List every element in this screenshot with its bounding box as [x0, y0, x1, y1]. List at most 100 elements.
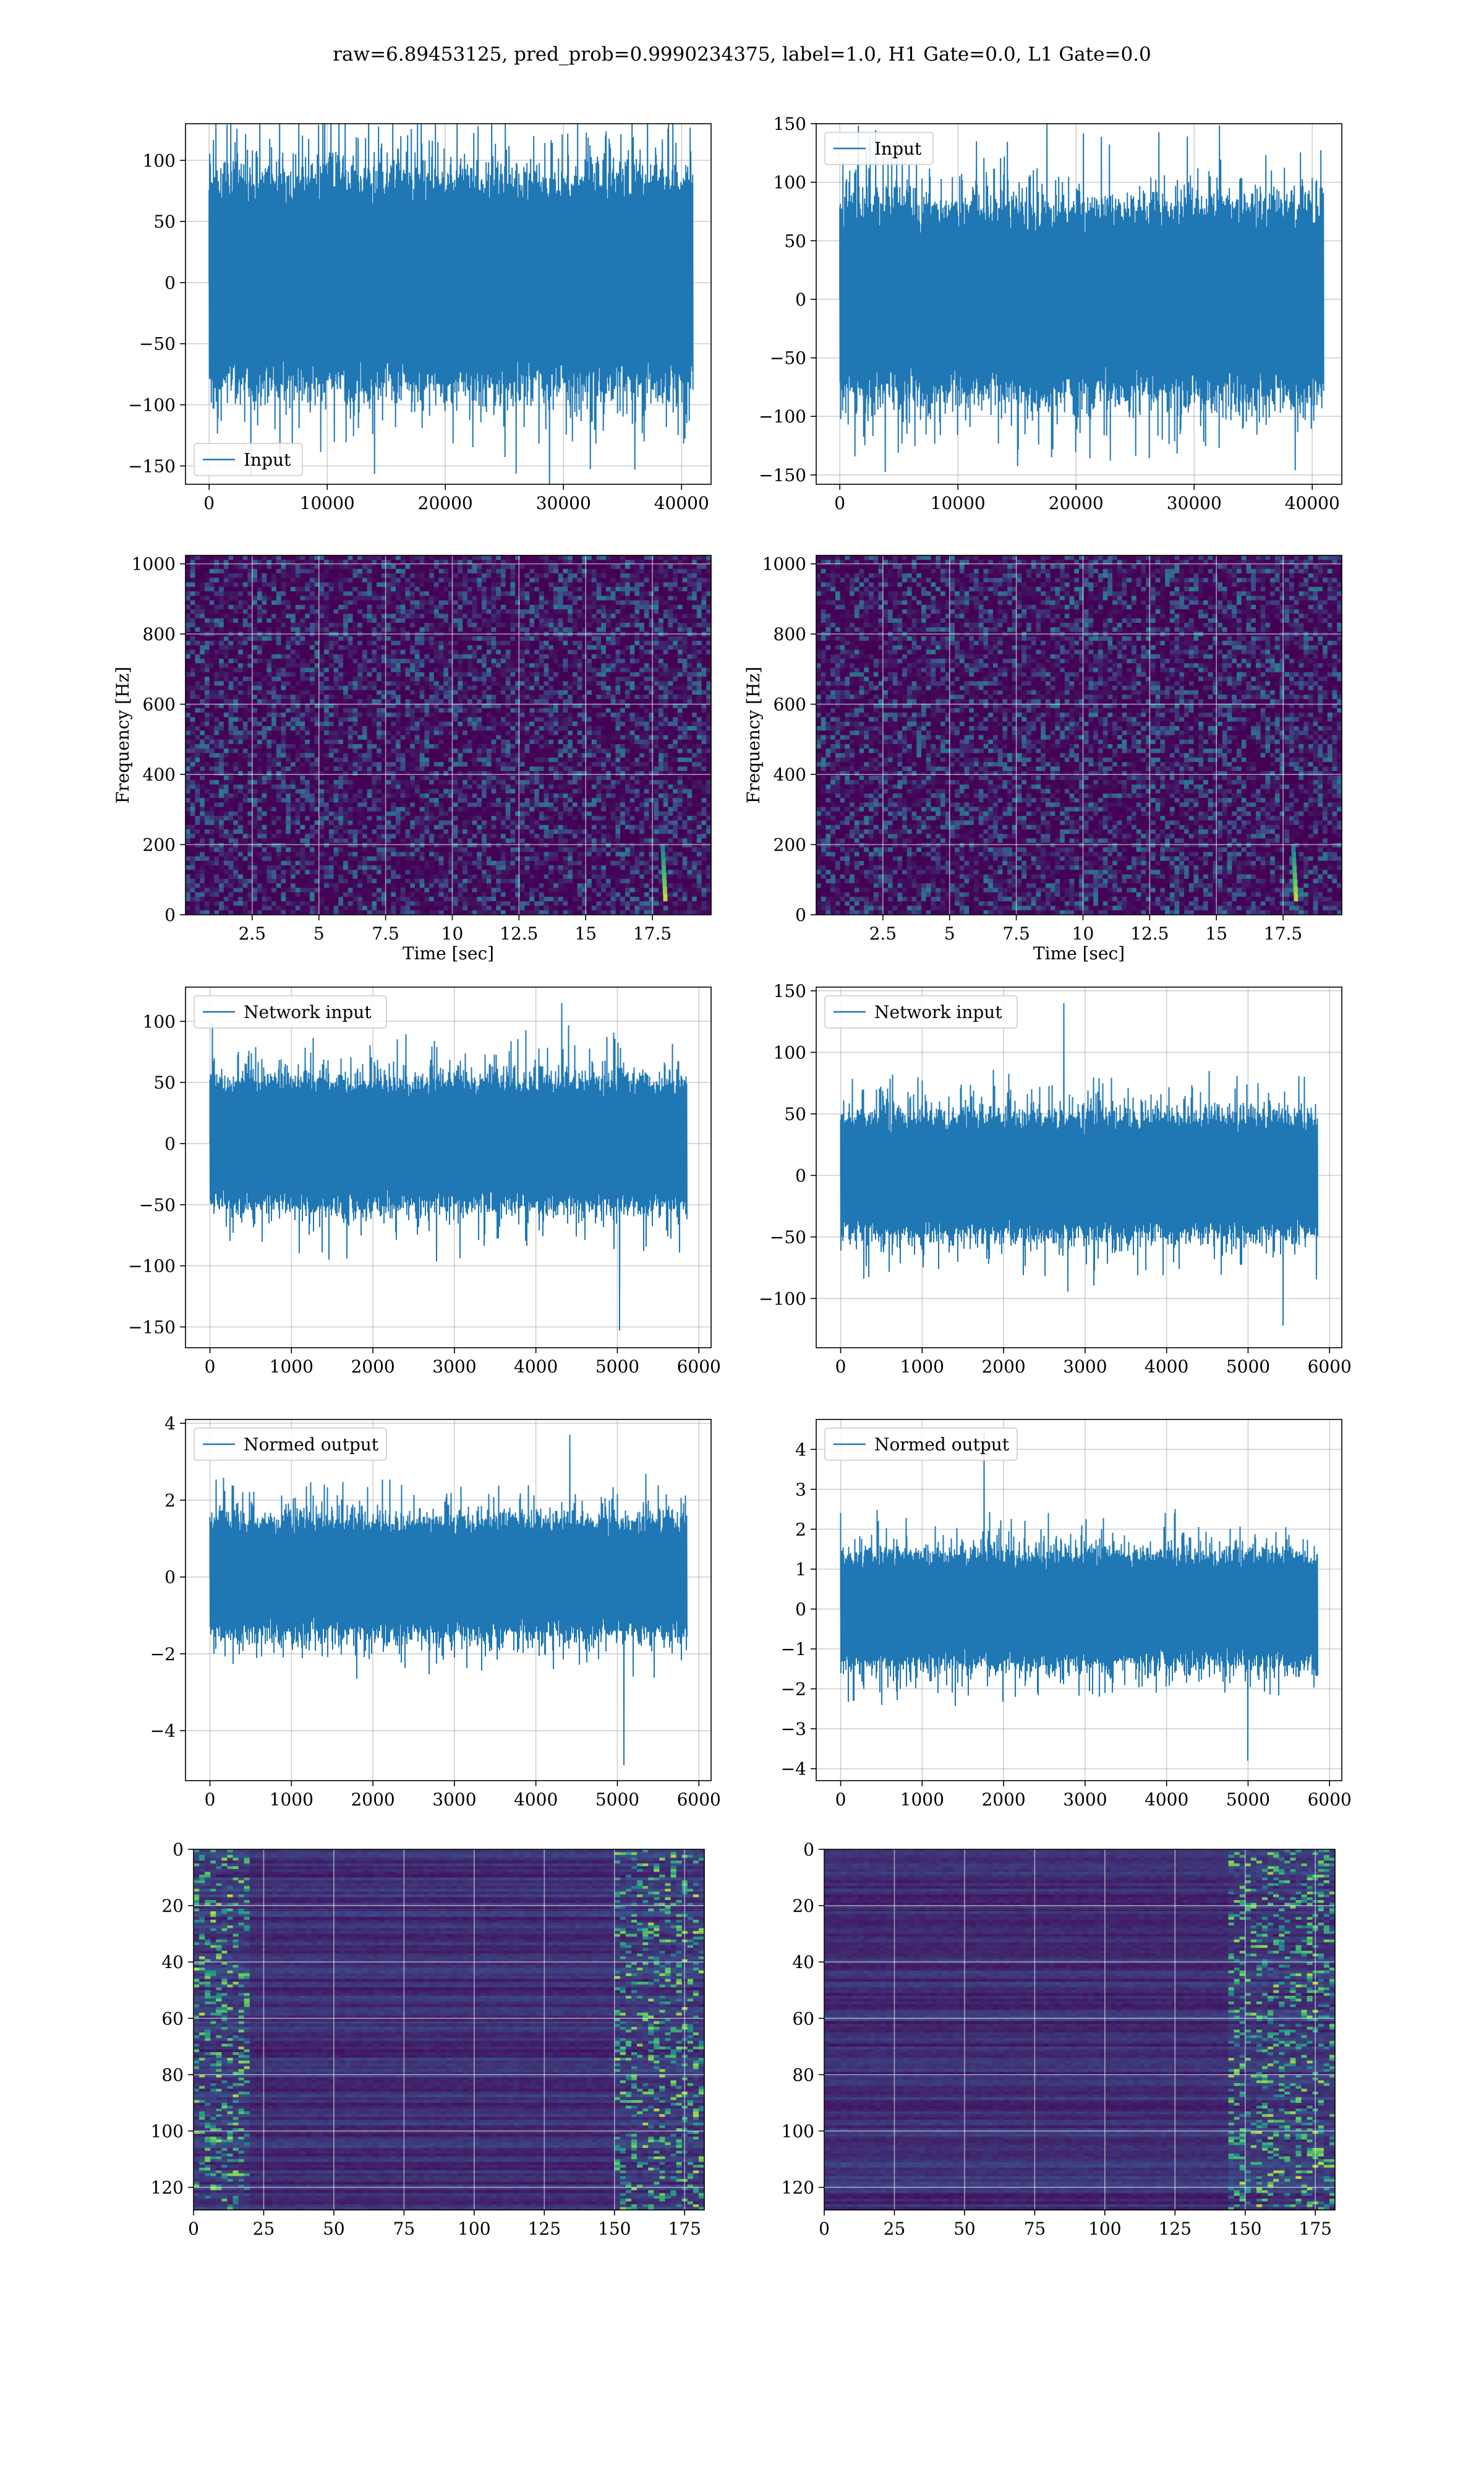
x-tick-label: 4000 [514, 1789, 558, 1810]
y-tick-label: 100 [774, 1042, 806, 1063]
x-tick-label: 5 [944, 923, 955, 944]
y-tick-label: 3 [795, 1479, 806, 1500]
x-tick-label: 150 [598, 2219, 631, 2239]
x-tick-label: 6000 [677, 1356, 721, 1377]
y-tick-label: 4 [795, 1439, 806, 1460]
y-tick-label: −50 [139, 1195, 176, 1215]
y-tick-label: 2 [795, 1519, 806, 1539]
x-tick-label: 20000 [1049, 493, 1104, 513]
x-tick-label: 12.5 [1130, 923, 1169, 944]
series-line-input [840, 117, 1324, 473]
y-tick-label: 1000 [762, 554, 806, 575]
x-tick-label: 0 [188, 2219, 199, 2239]
x-tick-label: 30000 [536, 493, 591, 513]
legend: Input [194, 443, 302, 476]
y-tick-label: 40 [161, 1952, 184, 1972]
series-line-network-input [210, 1003, 688, 1331]
legend-label: Input [244, 450, 291, 470]
y-tick-label: 80 [161, 2065, 184, 2085]
x-tick-label: 17.5 [1264, 923, 1302, 944]
y-tick-label: 2 [164, 1490, 176, 1510]
series-line-input [209, 92, 693, 503]
y-tick-label: 50 [784, 231, 806, 251]
y-tick-label: 50 [153, 212, 176, 232]
x-tick-label: 2.5 [869, 923, 897, 944]
y-tick-label: 20 [792, 1896, 814, 1916]
y-tick-label: 120 [782, 2178, 814, 2198]
x-tick-label: 5000 [595, 1789, 639, 1810]
x-tick-label: 17.5 [633, 923, 672, 944]
series-line-network-input [841, 1003, 1318, 1325]
x-tick-label: 0 [835, 1789, 846, 1810]
chart-l1-input: 0 10000 20000 30000 40000−150−100−5005010015… [759, 114, 1342, 513]
y-tick-label: 600 [143, 695, 176, 715]
x-tick-label: 2.5 [239, 923, 267, 944]
y-tick-label: 200 [143, 835, 176, 855]
y-tick-label: 200 [774, 835, 806, 855]
x-tick-label: 4000 [1145, 1356, 1188, 1377]
y-tick-label: −3 [781, 1719, 806, 1739]
y-tick-label: 20 [161, 1896, 184, 1916]
x-tick-label: 6000 [1308, 1789, 1352, 1810]
x-tick-label: 6000 [677, 1789, 721, 1810]
legend: Normed output [194, 1428, 386, 1460]
x-tick-label: 25 [253, 2219, 275, 2239]
x-tick-label: 3000 [432, 1789, 476, 1810]
y-tick-label: 0 [795, 1165, 806, 1186]
y-tick-label: 0 [795, 905, 806, 925]
x-tick-label: 175 [1299, 2219, 1332, 2239]
y-tick-label: −4 [781, 1759, 806, 1779]
x-tick-label: 75 [1024, 2219, 1046, 2239]
y-tick-label: −2 [150, 1644, 176, 1664]
y-tick-label: 1000 [132, 554, 176, 575]
y-tick-label: −50 [139, 334, 176, 354]
x-tick-label: 1000 [900, 1789, 944, 1810]
y-tick-label: 80 [792, 2065, 814, 2085]
y-tick-label: 0 [795, 289, 806, 310]
x-tick-label: 2000 [981, 1789, 1025, 1810]
y-tick-label: −100 [759, 1288, 806, 1309]
y-tick-label: 50 [784, 1104, 806, 1124]
x-tick-label: 1000 [900, 1356, 944, 1377]
y-tick-label: 150 [774, 981, 806, 1001]
x-tick-label: 4000 [514, 1356, 558, 1377]
x-tick-label: 125 [528, 2219, 561, 2239]
x-tick-label: 12.5 [500, 923, 538, 944]
y-axis-label: Frequency [Hz] [113, 667, 133, 803]
y-tick-label: −100 [128, 395, 176, 416]
x-tick-label: 150 [1229, 2219, 1261, 2239]
y-tick-label: −150 [759, 465, 806, 486]
x-tick-label: 3000 [1063, 1789, 1107, 1810]
y-tick-label: −2 [781, 1679, 806, 1700]
y-tick-label: −1 [781, 1639, 806, 1659]
y-tick-label: 600 [774, 695, 806, 715]
y-tick-label: 0 [164, 1134, 176, 1154]
y-tick-label: 40 [792, 1952, 814, 1972]
x-tick-label: 75 [393, 2219, 416, 2239]
x-tick-label: 4000 [1145, 1789, 1188, 1810]
x-tick-label: 20000 [418, 493, 473, 513]
y-tick-label: 400 [774, 764, 806, 785]
x-tick-label: 10 [1072, 923, 1094, 944]
series-line-normed-output [841, 1434, 1318, 1761]
x-tick-label: 15 [574, 923, 597, 944]
x-tick-label: 0 [834, 493, 845, 513]
legend-label: Normed output [874, 1434, 1010, 1455]
y-tick-label: 100 [782, 2121, 814, 2141]
x-tick-label: 5000 [1226, 1356, 1270, 1377]
x-tick-label: 10000 [300, 493, 355, 513]
y-tick-label: 0 [164, 905, 176, 925]
y-tick-label: 100 [774, 173, 806, 193]
x-axis-label: Time [sec] [1033, 943, 1125, 964]
heatmap-image [194, 1849, 705, 2211]
chart-l1-network-input: 0 1000 2000 3000 4000 5000 6000−100−5005010015… [759, 981, 1352, 1377]
x-tick-label: 175 [668, 2219, 701, 2239]
x-tick-label: 0 [205, 1789, 216, 1810]
x-tick-label: 1000 [270, 1789, 313, 1810]
x-tick-label: 10 [441, 923, 464, 944]
x-tick-label: 0 [205, 1356, 216, 1377]
